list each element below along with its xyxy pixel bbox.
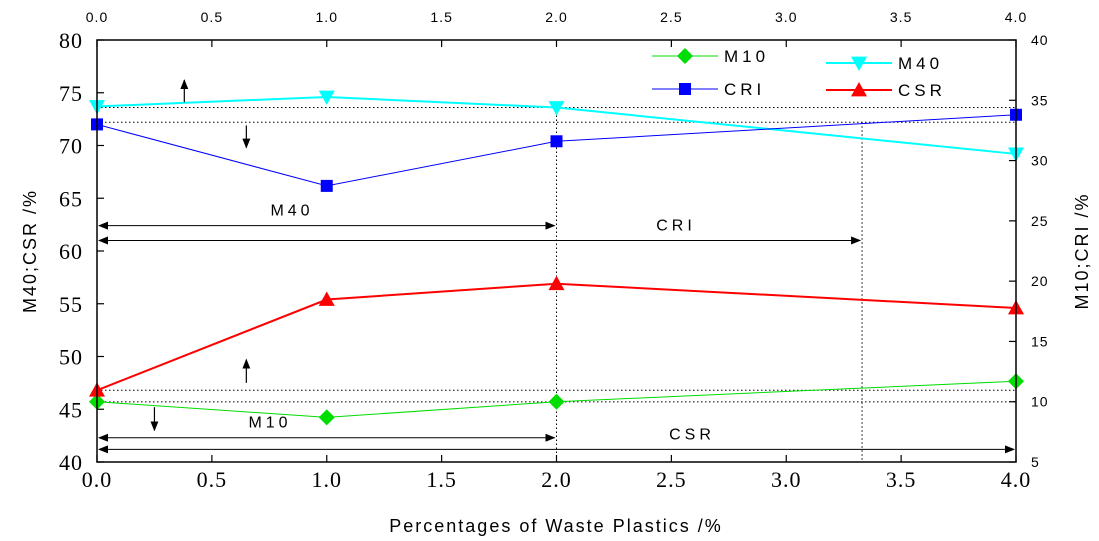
legend-marker-csr <box>851 82 867 97</box>
series-lines <box>96 95 1017 418</box>
x-tick-label-top-0: 0.0 <box>86 9 108 25</box>
y-tick-label-left-2: 50 <box>59 345 83 370</box>
y-tick-label-left-3: 55 <box>59 292 83 317</box>
y-tick-label-right-3: 20 <box>1031 273 1049 289</box>
x-axis-title: Percentages of Waste Plastics /% <box>389 516 722 536</box>
y-tick-label-left-0: 40 <box>59 450 83 475</box>
y-tick-label-left-7: 75 <box>59 81 83 106</box>
data-point-csr-1 <box>318 291 335 306</box>
y-tick-label-left-5: 65 <box>59 186 83 211</box>
legend-label-csr: CSR <box>898 81 946 100</box>
range-label-cri: CRI <box>656 217 696 234</box>
legend-marker-m10 <box>677 48 693 64</box>
legend-label-m10: M10 <box>724 47 769 66</box>
x-tick-label-bottom-3: 1.5 <box>426 467 457 492</box>
x-tick-label-top-8: 4.0 <box>1005 9 1027 25</box>
legend-label-cri: CRI <box>724 80 765 99</box>
data-point-m10-2 <box>548 393 565 410</box>
x-tick-label-top-1: 0.5 <box>201 9 223 25</box>
x-tick-label-bottom-8: 4.0 <box>1001 467 1032 492</box>
range-label-m40: M40 <box>270 203 313 220</box>
y-axis-title-right: M10;CRI /% <box>1072 192 1092 309</box>
x-tick-label-bottom-6: 3.0 <box>771 467 802 492</box>
legend-label-m40: M40 <box>898 54 943 73</box>
series-line-cri <box>96 114 1017 187</box>
x-tick-label-bottom-7: 3.5 <box>886 467 917 492</box>
annotations: M40 CRI M10 CSR <box>98 79 1015 454</box>
x-tick-label-bottom-2: 1.0 <box>312 467 343 492</box>
legend-marker-cri <box>679 83 691 95</box>
axis-ticks: 0.0 0.5 1.0 1.5 2.0 2.5 3.0 3.5 4.0 0.0 0.5 1.0 1.5 2… <box>59 9 1049 492</box>
y-tick-label-right-7: 40 <box>1031 32 1049 48</box>
y-tick-label-left-1: 45 <box>59 397 83 422</box>
y-tick-label-left-4: 60 <box>59 239 83 264</box>
x-tick-label-top-6: 3.0 <box>775 9 797 25</box>
y-tick-label-left-6: 70 <box>59 134 83 159</box>
data-point-cri-1 <box>320 179 333 192</box>
y-tick-label-right-5: 30 <box>1031 153 1049 169</box>
data-point-csr-2 <box>548 275 565 291</box>
y-axis-title-left: M40;CSR /% <box>20 189 40 313</box>
series-line-m40 <box>96 95 1017 155</box>
range-label-csr: CSR <box>669 426 715 443</box>
series-line-m10 <box>96 380 1017 418</box>
range-label-m10: M10 <box>248 415 291 432</box>
y-tick-label-left-8: 80 <box>59 28 83 53</box>
x-tick-label-bottom-1: 0.5 <box>197 467 228 492</box>
x-tick-label-top-4: 2.0 <box>545 9 567 25</box>
x-tick-label-bottom-4: 2.0 <box>541 467 572 492</box>
x-tick-label-top-5: 2.5 <box>660 9 682 25</box>
x-tick-label-top-2: 1.0 <box>316 9 338 25</box>
x-tick-label-bottom-5: 2.5 <box>656 467 687 492</box>
legend: M10 M40 CRI CSR <box>652 47 946 100</box>
x-tick-label-top-7: 3.5 <box>890 9 912 25</box>
y-tick-label-right-2: 15 <box>1031 333 1049 349</box>
data-point-m40-2 <box>548 101 565 116</box>
legend-marker-m40 <box>851 56 867 71</box>
y-tick-label-right-0: 5 <box>1031 454 1040 470</box>
y-tick-label-right-4: 25 <box>1031 213 1049 229</box>
data-point-cri-2 <box>550 135 563 148</box>
x-tick-label-bottom-0: 0.0 <box>82 467 113 492</box>
data-point-m10-1 <box>318 409 335 426</box>
y-tick-label-right-1: 10 <box>1031 394 1049 410</box>
data-point-m40-1 <box>318 90 335 105</box>
y-tick-label-right-6: 35 <box>1031 92 1049 108</box>
series-line-csr <box>96 282 1017 392</box>
x-tick-label-top-3: 1.5 <box>430 9 452 25</box>
